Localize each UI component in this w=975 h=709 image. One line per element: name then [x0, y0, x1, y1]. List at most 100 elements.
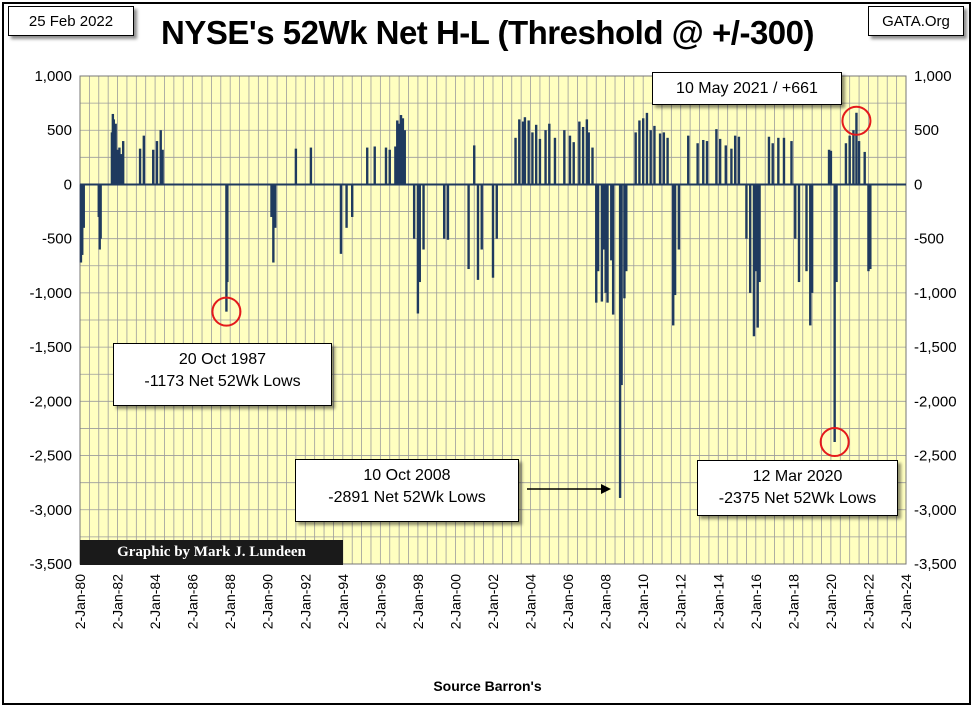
x-tick-label: 2-Jan-18	[785, 574, 801, 629]
data-bar	[366, 147, 369, 185]
data-bar	[596, 184, 600, 272]
y-tick-label-right: -2,500	[914, 448, 957, 465]
data-bar	[645, 112, 649, 185]
data-bar	[274, 184, 277, 228]
data-bar	[718, 138, 722, 185]
data-bar	[748, 184, 752, 293]
data-bar	[777, 137, 780, 185]
data-bar	[602, 184, 605, 250]
data-bar	[653, 125, 656, 185]
data-bar	[294, 148, 298, 185]
highlight-circle	[841, 105, 872, 136]
data-bar	[827, 149, 831, 185]
data-bar	[142, 135, 146, 185]
x-tick-label: 2-Jan-10	[635, 574, 651, 629]
data-bar	[446, 184, 450, 240]
data-bar	[767, 136, 771, 185]
data-bar	[473, 145, 476, 185]
data-bar	[752, 184, 756, 337]
data-bar	[270, 184, 273, 217]
x-tick-label: 2-Jan-24	[898, 574, 914, 629]
data-bar	[687, 135, 690, 185]
data-bar	[521, 121, 525, 185]
data-bar	[754, 184, 758, 272]
y-tick-label-left: -2,000	[29, 393, 72, 410]
annotation-1987-value: -1173 Net 52Wk Lows	[144, 373, 301, 390]
data-bar	[534, 124, 538, 185]
data-bar	[416, 184, 420, 314]
x-tick-label: 2-Jan-92	[297, 574, 313, 629]
data-bar	[403, 130, 406, 185]
y-tick-label-right: 0	[914, 176, 922, 193]
y-tick-label-left: -1,500	[29, 339, 72, 356]
x-tick-label: 2-Jan-94	[335, 574, 351, 629]
data-bar	[810, 184, 814, 293]
data-bar	[548, 123, 551, 185]
data-bar	[857, 141, 861, 185]
data-bar	[705, 141, 709, 185]
y-tick-label-left: -1,000	[29, 285, 72, 302]
data-bar	[121, 141, 125, 185]
data-bar	[844, 143, 848, 185]
x-tick-label: 2-Jan-90	[260, 574, 276, 629]
data-bar	[155, 141, 159, 185]
data-bar	[82, 184, 85, 228]
y-tick-label-left: 500	[47, 122, 72, 139]
x-tick-label: 2-Jan-02	[485, 574, 501, 629]
data-bar	[829, 150, 833, 185]
data-bar	[805, 184, 808, 272]
data-bar	[867, 184, 870, 272]
data-bar	[272, 184, 275, 263]
y-tick-label-left: 1,000	[34, 68, 72, 85]
data-bar	[869, 184, 872, 270]
data-bar	[418, 184, 421, 283]
data-bar	[771, 143, 774, 185]
data-bar	[797, 184, 801, 283]
x-tick-label: 2-Jan-20	[823, 574, 839, 629]
annotation-1987: 20 Oct 1987 -1173 Net 52Wk Lows	[113, 343, 332, 406]
x-tick-label: 2-Jan-84	[147, 574, 163, 629]
data-bar	[531, 132, 534, 185]
data-bar	[600, 184, 604, 302]
data-bar	[399, 115, 403, 185]
data-bar	[610, 184, 613, 261]
y-tick-label-right: -3,000	[914, 502, 957, 519]
x-tick-label: 2-Jan-88	[222, 574, 238, 629]
data-bar	[412, 184, 416, 239]
data-bar	[81, 184, 84, 255]
date-label: 25 Feb 2022	[8, 6, 134, 36]
data-bar	[611, 184, 615, 315]
y-tick-label-right: -1,000	[914, 285, 957, 302]
data-bar	[618, 184, 622, 498]
data-bar	[401, 118, 405, 185]
data-bar	[833, 184, 836, 442]
data-bar	[116, 149, 119, 185]
data-bar	[422, 184, 425, 250]
source-label: Source Barron's	[433, 678, 542, 694]
data-bar	[666, 137, 669, 185]
y-tick-label-right: -3,500	[914, 556, 957, 573]
credit-label: Graphic by Mark J. Lundeen	[80, 540, 343, 565]
data-bar	[756, 184, 759, 328]
data-bar	[226, 184, 229, 283]
data-bar	[373, 146, 376, 185]
data-bar	[658, 133, 662, 185]
y-tick-label-left: -500	[42, 231, 72, 248]
data-bar	[620, 184, 623, 386]
data-bar	[568, 135, 572, 185]
data-bar	[476, 184, 480, 280]
data-bar	[396, 120, 399, 185]
data-bar	[604, 184, 607, 293]
data-bar	[672, 184, 675, 326]
data-bar	[99, 184, 102, 239]
data-bar	[848, 135, 851, 185]
data-bar	[581, 126, 585, 185]
annotation-2008-value: -2891 Net 52Wk Lows	[328, 489, 486, 506]
data-bar	[339, 184, 343, 254]
data-bar	[730, 148, 733, 185]
x-tick-label: 2-Jan-06	[560, 574, 576, 629]
y-tick-label-left: -3,000	[29, 502, 72, 519]
highlight-circle	[819, 427, 850, 457]
data-bar	[835, 184, 838, 283]
data-bar	[591, 147, 594, 185]
